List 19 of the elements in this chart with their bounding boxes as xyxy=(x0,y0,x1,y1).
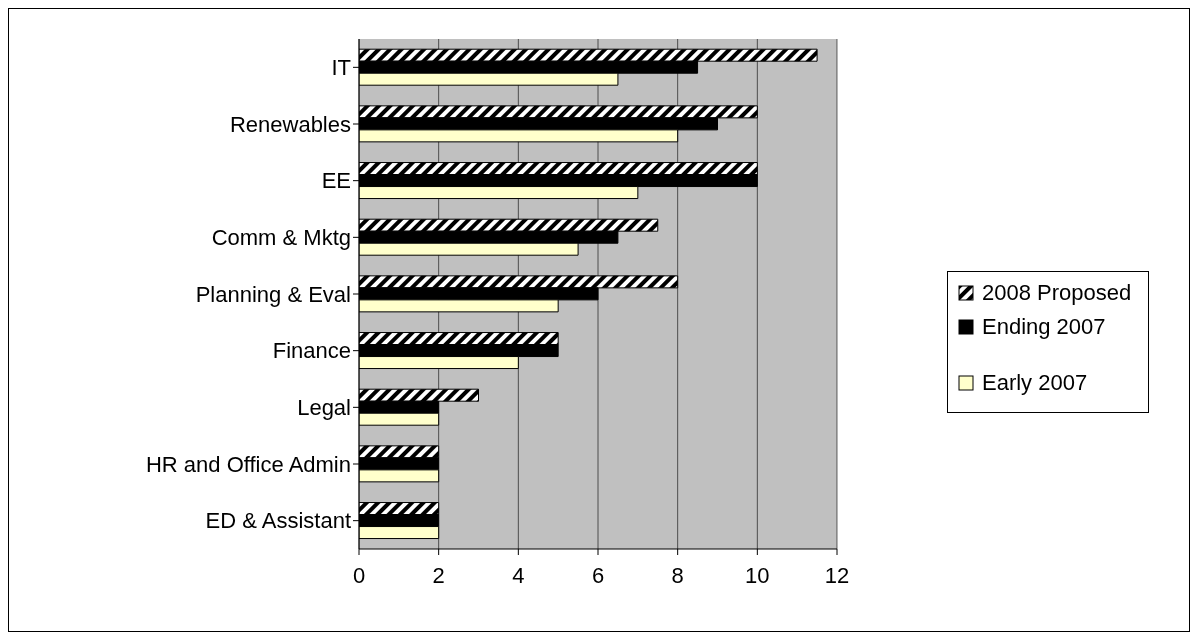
y-tick-label: Renewables xyxy=(229,111,351,137)
x-tick-label: 6 xyxy=(591,562,605,588)
y-tick-label: Planning & Eval xyxy=(195,281,351,307)
x-tick-label: 4 xyxy=(512,562,525,588)
x-tick-label: 12 xyxy=(824,562,850,588)
y-tick-label: Comm & Mktg xyxy=(211,225,351,251)
x-tick-label: 10 xyxy=(745,562,770,588)
y-tick-label: IT xyxy=(331,55,351,81)
legend-label: 2008 Proposed xyxy=(982,280,1132,306)
x-tick-label: 2 xyxy=(432,562,445,588)
x-tick-label: 0 xyxy=(352,562,366,588)
legend-label: Ending 2007 xyxy=(982,314,1106,340)
y-tick-label: EE xyxy=(321,168,351,194)
y-tick-label: Legal xyxy=(297,395,351,421)
x-tick-label: 8 xyxy=(671,562,684,588)
legend-label: Early 2007 xyxy=(982,370,1088,396)
y-tick-label: HR and Office Admin xyxy=(145,451,351,477)
y-tick-label: ED & Assistant xyxy=(205,508,351,534)
y-tick-label: Finance xyxy=(272,338,351,364)
